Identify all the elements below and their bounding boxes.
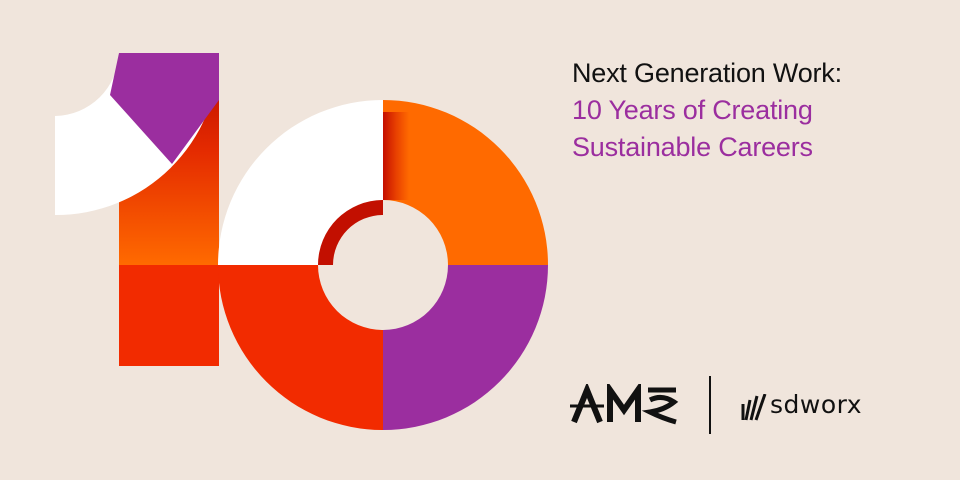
ams-logo bbox=[570, 384, 679, 425]
zero-quadrant-orange bbox=[383, 100, 548, 265]
headline-line-2: 10 Years of Creating bbox=[572, 95, 813, 125]
sdworx-slash-icon bbox=[741, 394, 767, 421]
partner-logos: sdworx bbox=[570, 372, 930, 436]
zero-quadrant-red bbox=[218, 265, 383, 430]
sdworx-wordmark: sdworx bbox=[770, 390, 863, 419]
zero-quadrant-purple bbox=[383, 265, 548, 430]
headline-line-1: Next Generation Work: bbox=[572, 58, 842, 88]
headline: Next Generation Work: 10 Years of Creati… bbox=[572, 55, 952, 166]
zero-inner-accent bbox=[318, 200, 383, 265]
zero-quadrant-white bbox=[218, 100, 383, 265]
one-stem-lower bbox=[119, 265, 219, 366]
ten-anniversary-graphic bbox=[55, 53, 548, 430]
one-flag-purple bbox=[110, 53, 219, 164]
logo-divider bbox=[709, 376, 711, 434]
headline-line-3: Sustainable Careers bbox=[572, 132, 813, 162]
zero-stripe-block bbox=[383, 112, 409, 200]
